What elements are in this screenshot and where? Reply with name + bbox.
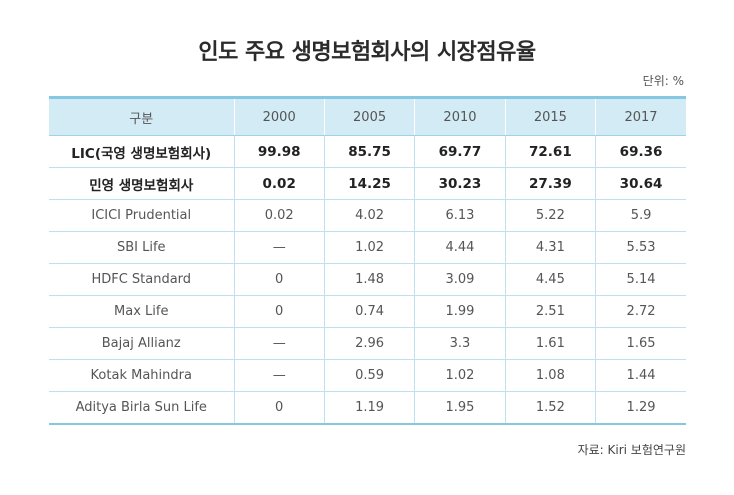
table-row: Aditya Birla Sun Life 0 1.19 1.95 1.52 1.29 [49,391,686,425]
table-row: 민영 생명보험회사 0.02 14.25 30.23 27.39 30.64 [49,167,686,200]
table-cell-value: 0 [234,295,325,328]
table-cell-value: 30.23 [414,167,506,200]
source-note: 자료: Kiri 보험연구원 [577,443,686,457]
column-header-year: 2017 [595,97,686,136]
table-cell-value: 69.77 [414,135,506,168]
table-cell-value: 0.59 [324,359,416,392]
column-header-year: 2015 [505,97,597,136]
table-body: LIC(국영 생명보험회사) 99.98 85.75 69.77 72.61 69.36 민… [49,135,686,425]
table-cell-value: 1.52 [505,391,597,425]
table-row: LIC(국영 생명보험회사) 99.98 85.75 69.77 72.61 69.36 [49,135,686,168]
row-label: LIC(국영 생명보험회사) [49,135,235,168]
table-cell-value: 1.48 [324,263,416,296]
table-cell-value: 0 [234,391,325,425]
table-cell-value: 0.02 [234,199,325,232]
table-cell-value: 2.51 [505,295,597,328]
table-cell-value: — [234,359,325,392]
table-cell-value: 1.02 [324,231,416,264]
market-share-table-container: 구분 2000 2005 2010 2015 2017 LIC(국영 생명보험회사) 99.… [49,96,686,425]
table-cell-value: 1.99 [414,295,506,328]
table-row: Max Life 0 0.74 1.99 2.51 2.72 [49,295,686,328]
row-label: HDFC Standard [49,263,235,296]
table-cell-value: 0.02 [234,167,325,200]
column-header-year: 2005 [324,97,416,136]
table-cell-value: 1.44 [595,359,686,392]
table-cell-value: 2.72 [595,295,686,328]
row-label: Max Life [49,295,235,328]
market-share-table: 구분 2000 2005 2010 2015 2017 LIC(국영 생명보험회사) 99.… [49,96,686,425]
table-cell-value: 5.9 [595,199,686,232]
table-cell-value: 0.74 [324,295,416,328]
table-cell-value: 0 [234,263,325,296]
table-cell-value: 1.65 [595,327,686,360]
row-label: SBI Life [49,231,235,264]
table-cell-value: 6.13 [414,199,506,232]
column-header-year: 2000 [234,97,325,136]
table-cell-value: 1.95 [414,391,506,425]
unit-label: 단위: % [642,74,684,88]
table-cell-value: 4.31 [505,231,597,264]
chart-title: 인도 주요 생명보험회사의 시장점유율 [198,40,536,65]
table-row: Bajaj Allianz —2.96 3.3 1.61 1.65 [49,327,686,360]
column-header-year: 2010 [414,97,506,136]
table-header: 구분 2000 2005 2010 2015 2017 [49,97,686,136]
table-cell-value: 4.45 [505,263,597,296]
table-cell-value: — [234,327,325,360]
row-label: 민영 생명보험회사 [49,167,235,200]
table-cell-value: 69.36 [595,135,686,168]
table-cell-value: 1.08 [505,359,597,392]
table-cell-value: 72.61 [505,135,597,168]
table-cell-value: 4.02 [324,199,416,232]
table-cell-value: — [234,231,325,264]
table-cell-value: 5.14 [595,263,686,296]
table-cell-value: 1.61 [505,327,597,360]
row-label: Bajaj Allianz [49,327,235,360]
row-label: Kotak Mahindra [49,359,235,392]
table-cell-value: 5.22 [505,199,597,232]
table-row: HDFC Standard 0 1.48 3.09 4.45 5.14 [49,263,686,296]
row-label: Aditya Birla Sun Life [49,391,235,425]
row-label: ICICI Prudential [49,199,235,232]
column-header-category: 구분 [49,97,235,136]
table-cell-value: 2.96 [324,327,416,360]
table-row: ICICI Prudential 0.02 4.02 6.13 5.22 5.9 [49,199,686,232]
table-cell-value: 27.39 [505,167,597,200]
table-cell-value: 1.02 [414,359,506,392]
table-cell-value: 99.98 [234,135,325,168]
table-cell-value: 3.3 [414,327,506,360]
table-cell-value: 3.09 [414,263,506,296]
table-row: SBI Life —1.02 4.44 4.31 5.53 [49,231,686,264]
table-cell-value: 85.75 [324,135,416,168]
header-row: 구분 2000 2005 2010 2015 2017 [49,97,686,136]
table-cell-value: 5.53 [595,231,686,264]
table-cell-value: 4.44 [414,231,506,264]
table-cell-value: 30.64 [595,167,686,200]
table-row: Kotak Mahindra —0.59 1.02 1.08 1.44 [49,359,686,392]
table-cell-value: 1.19 [324,391,416,425]
table-cell-value: 1.29 [595,391,686,425]
table-cell-value: 14.25 [324,167,416,200]
